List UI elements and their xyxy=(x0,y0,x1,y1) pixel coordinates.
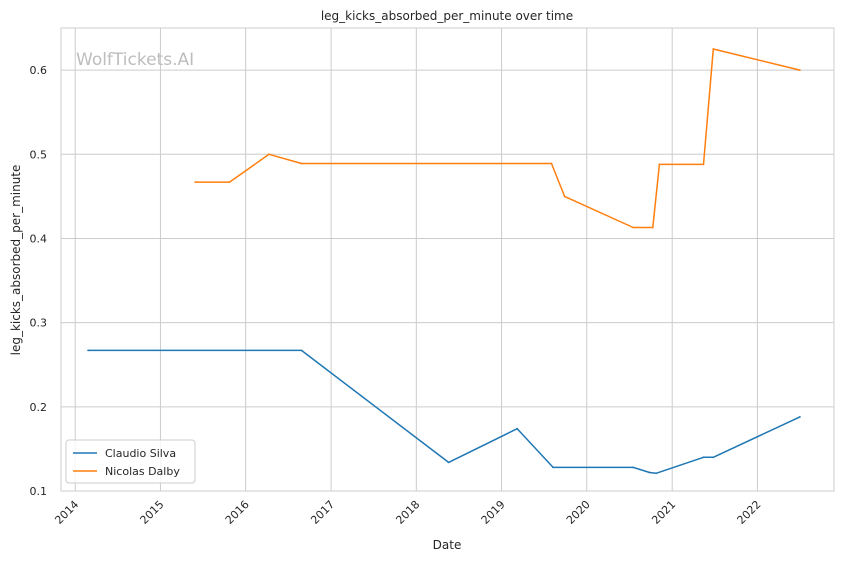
series-line-nicolas-dalby xyxy=(195,48,801,229)
legend-label-claudio-silva: Claudio Silva xyxy=(105,447,176,460)
data-point xyxy=(632,226,635,229)
data-point xyxy=(194,181,197,184)
data-point xyxy=(712,48,715,50)
x-axis-label: Date xyxy=(433,538,462,552)
data-point xyxy=(516,427,519,430)
y-tick-labels: 0.1 0.2 0.3 0.4 0.5 0.6 xyxy=(30,64,48,498)
x-tick-label: 2021 xyxy=(649,498,678,527)
x-tick-label: 2015 xyxy=(138,498,167,527)
legend: Claudio Silva Nicolas Dalby xyxy=(65,439,196,484)
x-tick-label: 2018 xyxy=(393,498,422,527)
data-point xyxy=(300,349,303,352)
y-tick-label: 0.5 xyxy=(30,148,48,161)
y-tick-label: 0.1 xyxy=(30,485,48,498)
data-point xyxy=(648,471,651,474)
data-point xyxy=(799,69,801,71)
plot-frame xyxy=(60,27,835,492)
legend-label-nicolas-dalby: Nicolas Dalby xyxy=(105,465,180,478)
series-layer xyxy=(87,48,801,475)
x-tick-label: 2016 xyxy=(223,498,252,527)
y-tick-label: 0.4 xyxy=(30,232,48,245)
x-tick-labels: 2014 2015 2016 2017 2018 2019 2020 2021 2022 xyxy=(52,498,763,527)
data-point xyxy=(702,163,705,166)
watermark: WolfTickets.AI xyxy=(76,50,194,70)
data-point xyxy=(712,456,715,459)
x-tick-label: 2020 xyxy=(564,498,593,527)
data-point xyxy=(228,181,231,184)
series-nicolas-dalby xyxy=(194,48,801,229)
y-tick-label: 0.6 xyxy=(30,64,48,77)
data-point xyxy=(799,416,801,418)
x-tick-label: 2014 xyxy=(52,498,81,527)
y-tick-label: 0.3 xyxy=(30,317,48,330)
chart-title: leg_kicks_absorbed_per_minute over time xyxy=(321,9,573,23)
x-tick-label: 2017 xyxy=(308,498,337,527)
x-tick-label: 2022 xyxy=(735,498,764,527)
data-point xyxy=(651,226,654,229)
data-point xyxy=(268,153,270,156)
data-point xyxy=(702,456,705,459)
data-point xyxy=(550,162,553,165)
y-tick-label: 0.2 xyxy=(30,401,48,414)
plot-area xyxy=(61,28,834,491)
data-point xyxy=(552,466,554,469)
data-point xyxy=(447,461,450,464)
x-tick-label: 2019 xyxy=(479,498,508,527)
data-point xyxy=(658,163,661,166)
data-point xyxy=(632,466,635,469)
y-axis-label: leg_kicks_absorbed_per_minute xyxy=(9,165,23,356)
data-point xyxy=(563,195,566,198)
legend-box xyxy=(65,439,196,484)
data-point xyxy=(300,162,303,165)
series-claudio-silva xyxy=(87,349,801,475)
data-point xyxy=(655,472,657,475)
data-point xyxy=(87,349,89,352)
